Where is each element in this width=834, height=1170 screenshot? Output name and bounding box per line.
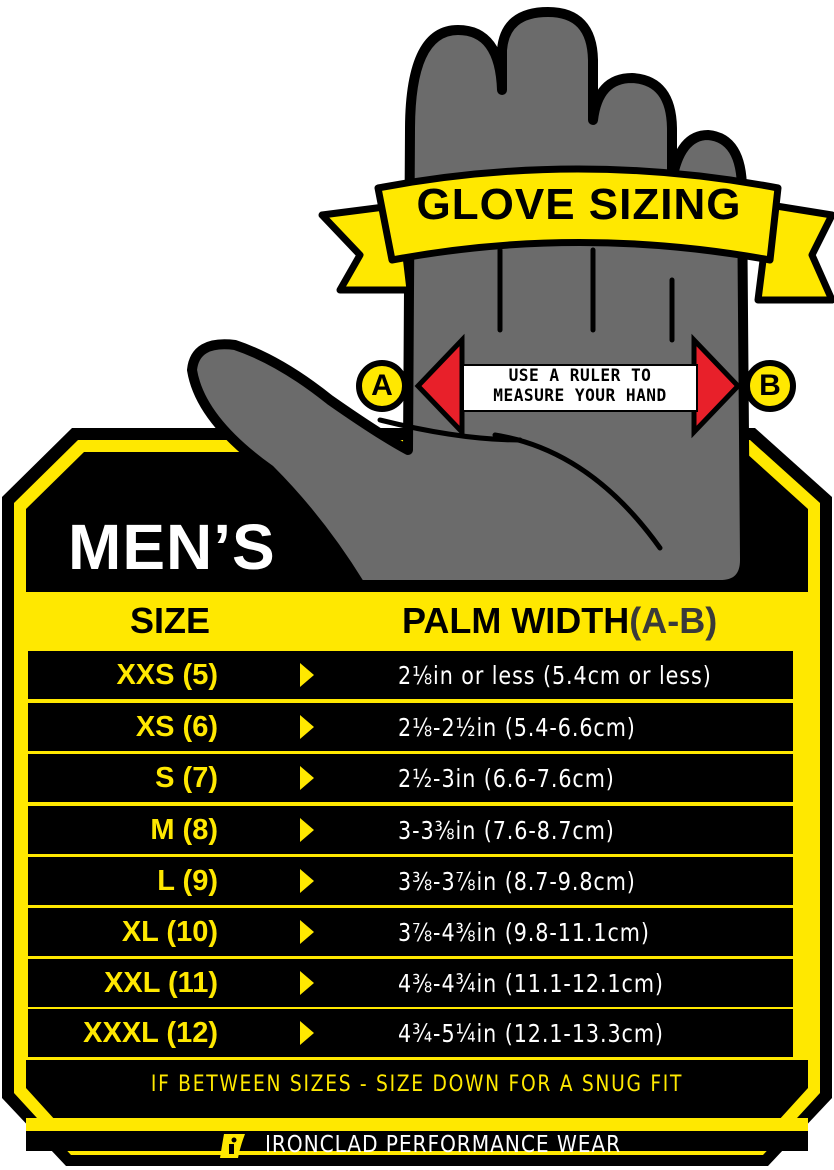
banner-title: GLOVE SIZING bbox=[416, 180, 742, 229]
table-row: S (7) 2½-3in (6.6-7.6cm) bbox=[28, 754, 793, 802]
palm-width-value: 2⅛in or less (5.4cm or less) bbox=[398, 661, 712, 690]
section-title: MEN’S bbox=[68, 511, 276, 583]
ironclad-logo-icon bbox=[220, 1134, 245, 1158]
table-row: L (9) 3⅜-3⅞in (8.7-9.8cm) bbox=[28, 857, 793, 905]
size-column-header: SIZE bbox=[130, 600, 211, 641]
ruler-instruction: USE A RULER TO MEASURE YOUR HAND bbox=[462, 364, 698, 412]
chevron-right-icon bbox=[300, 1021, 314, 1045]
chevron-right-icon bbox=[300, 766, 314, 790]
chevron-right-icon bbox=[300, 869, 314, 893]
header-band bbox=[26, 592, 808, 648]
banner-ribbon bbox=[318, 165, 834, 304]
ruler-instruction-line2: MEASURE YOUR HAND bbox=[493, 386, 667, 406]
ruler-instruction-line1: USE A RULER TO bbox=[508, 366, 652, 386]
table-row: M (8) 3-3⅜in (7.6-8.7cm) bbox=[28, 806, 793, 854]
size-label: XXL (11) bbox=[104, 967, 218, 999]
point-b-marker: B bbox=[744, 360, 796, 412]
size-label: L (9) bbox=[157, 865, 218, 897]
hand-illustration bbox=[187, 7, 750, 590]
table-row: XXXL (12) 4¾-5¼in (12.1-13.3cm) bbox=[28, 1009, 793, 1057]
palm-width-value: 3⅜-3⅞in (8.7-9.8cm) bbox=[398, 867, 636, 896]
chevron-right-icon bbox=[300, 920, 314, 944]
table-row: XS (6) 2⅛-2½in (5.4-6.6cm) bbox=[28, 703, 793, 751]
brand-name: IRONCLAD PERFORMANCE WEAR bbox=[265, 1132, 622, 1158]
size-label: XS (6) bbox=[135, 711, 218, 743]
size-label: XXXL (12) bbox=[83, 1017, 218, 1049]
table-row: XXS (5) 2⅛in or less (5.4cm or less) bbox=[28, 651, 793, 699]
hand-lines bbox=[377, 247, 675, 551]
chevron-right-icon bbox=[300, 818, 314, 842]
size-label: XXS (5) bbox=[116, 659, 218, 691]
palm-width-column-header: PALM WIDTH(A-B) bbox=[402, 600, 717, 642]
size-label: S (7) bbox=[155, 762, 218, 794]
palm-width-value: 3⅞-4⅜in (9.8-11.1cm) bbox=[398, 918, 650, 947]
table-row: XL (10) 3⅞-4⅜in (9.8-11.1cm) bbox=[28, 908, 793, 956]
point-a-marker: A bbox=[356, 360, 408, 412]
chevron-right-icon bbox=[300, 715, 314, 739]
chevron-right-icon bbox=[300, 971, 314, 995]
palm-width-suffix: (A-B) bbox=[629, 600, 718, 641]
size-label: M (8) bbox=[150, 814, 218, 846]
palm-width-value: 3-3⅜in (7.6-8.7cm) bbox=[398, 816, 615, 845]
size-label: XL (10) bbox=[121, 916, 218, 948]
palm-width-value: 2½-3in (6.6-7.6cm) bbox=[398, 764, 615, 793]
sizing-note: IF BETWEEN SIZES - SIZE DOWN FOR A SNUG … bbox=[150, 1072, 684, 1097]
footer-line bbox=[26, 1118, 808, 1131]
palm-width-label: PALM WIDTH bbox=[402, 600, 630, 641]
table-row: XXL (11) 4⅜-4¾in (11.1-12.1cm) bbox=[28, 959, 793, 1007]
chevron-right-icon bbox=[300, 663, 314, 687]
palm-width-value: 4¾-5¼in (12.1-13.3cm) bbox=[398, 1019, 664, 1048]
palm-width-value: 2⅛-2½in (5.4-6.6cm) bbox=[398, 713, 636, 742]
palm-width-value: 4⅜-4¾in (11.1-12.1cm) bbox=[398, 969, 664, 998]
